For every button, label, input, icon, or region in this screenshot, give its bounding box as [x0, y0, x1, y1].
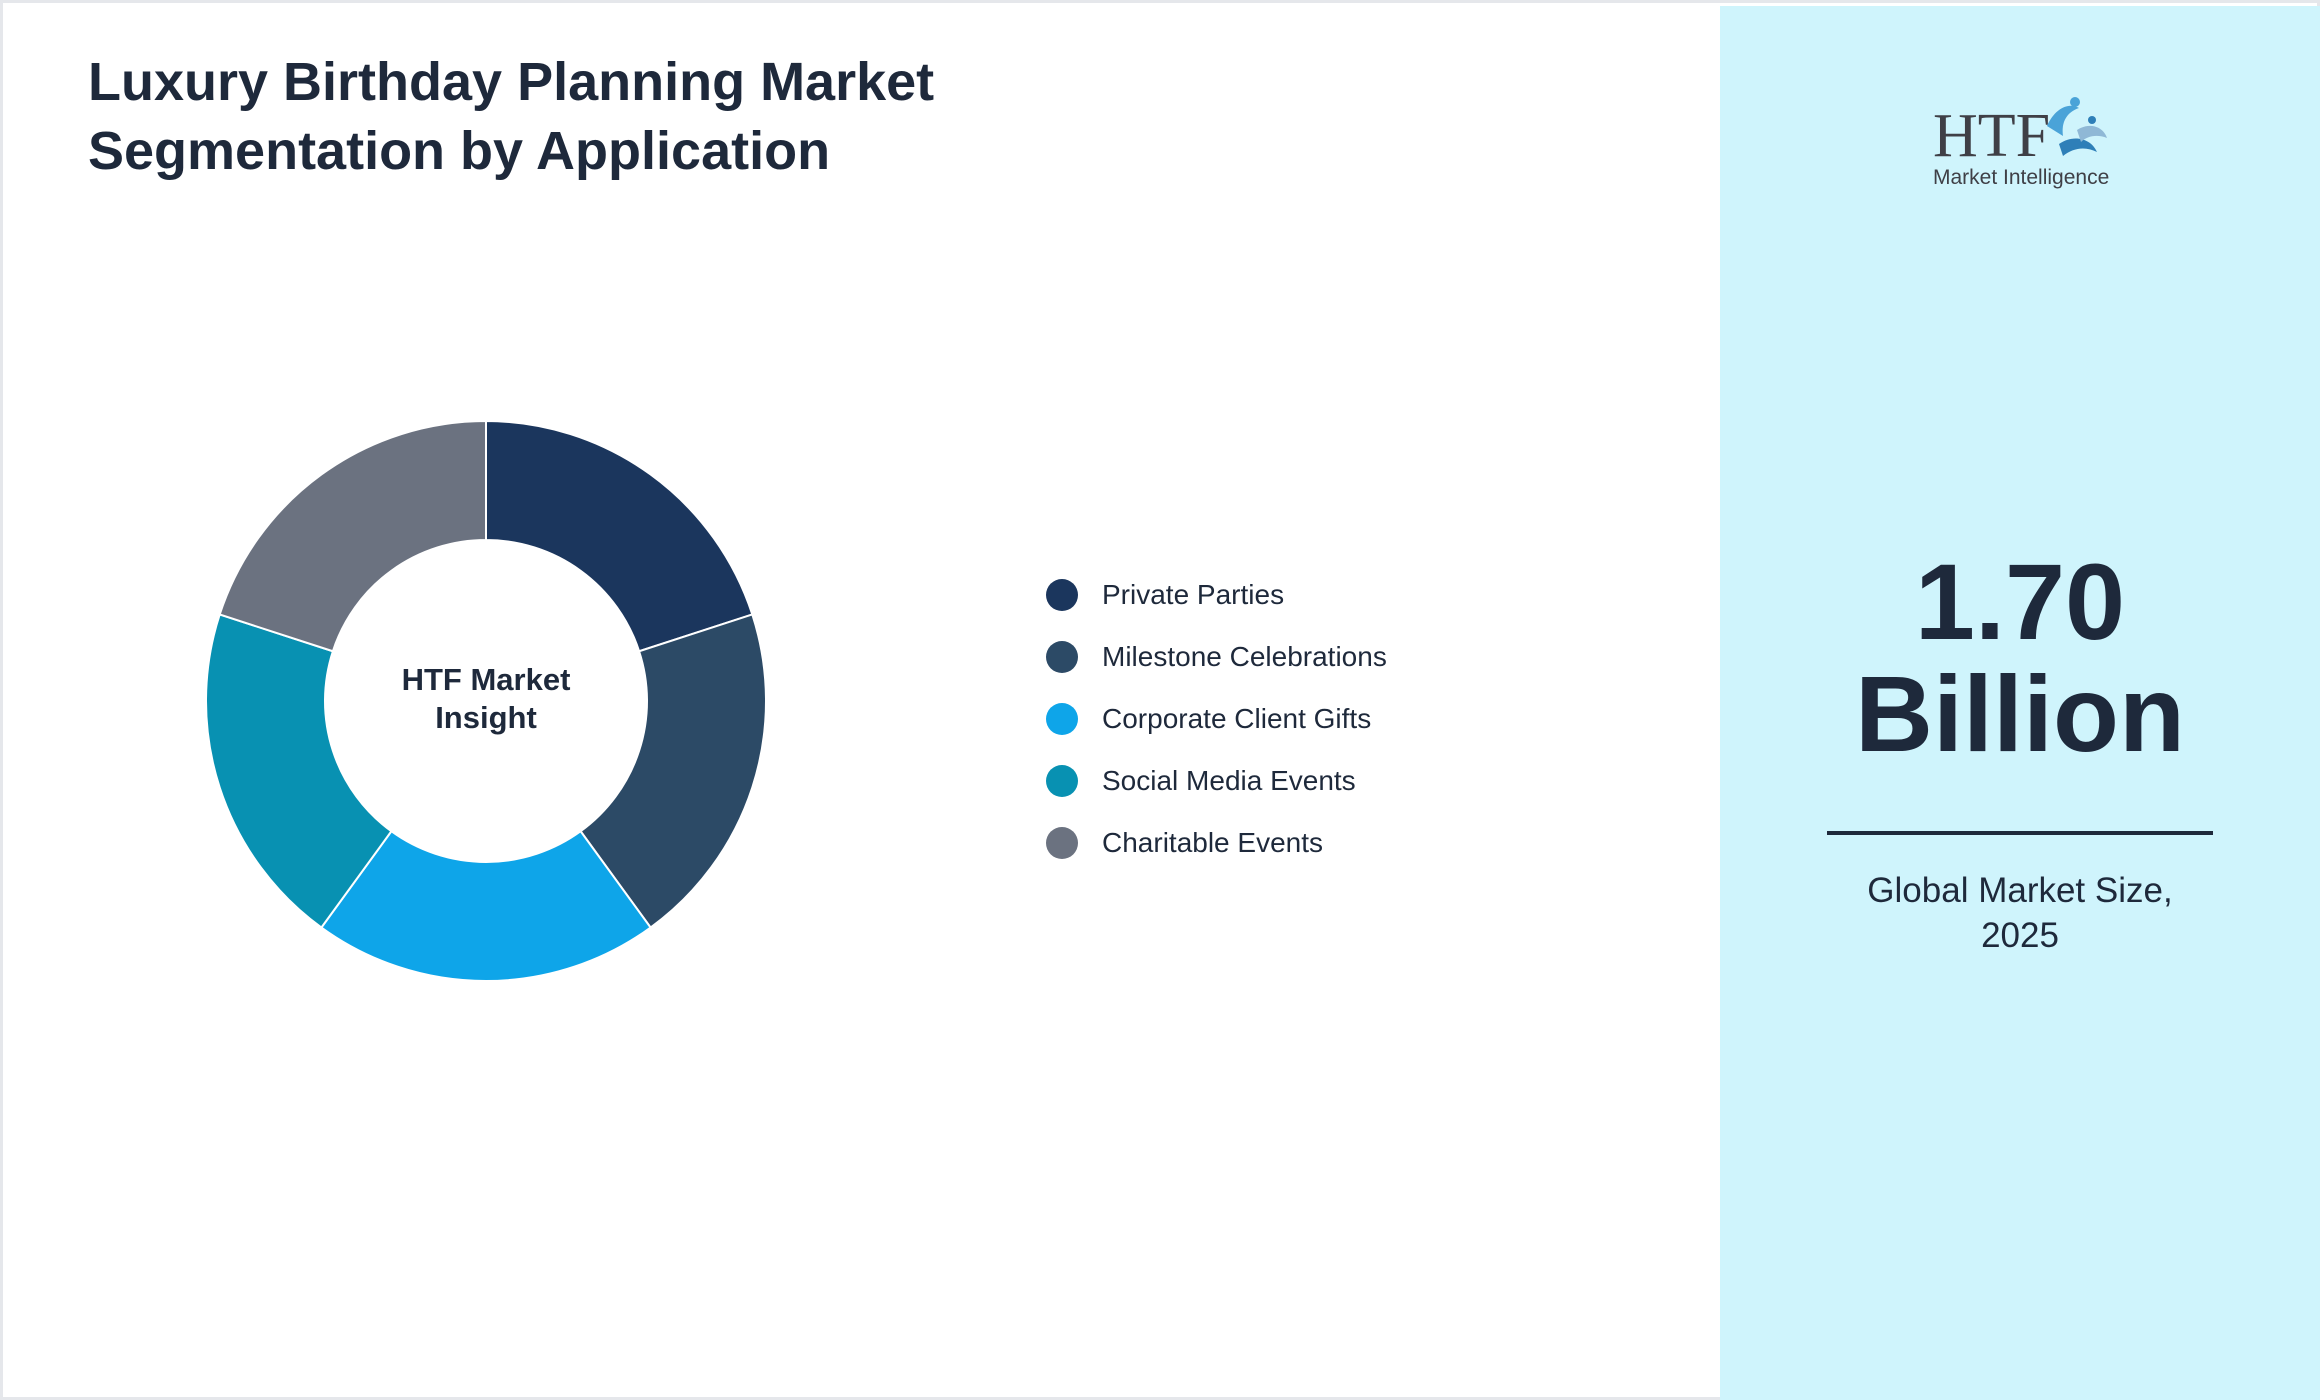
legend-swatch: [1046, 703, 1078, 735]
legend-item-charitable-events: Charitable Events: [1046, 812, 1387, 874]
market-size-number: 1.70: [1914, 541, 2126, 662]
legend-item-milestone-celebrations: Milestone Celebrations: [1046, 626, 1387, 688]
legend-item-private-parties: Private Parties: [1046, 564, 1387, 626]
logo-text-main: HTF: [1933, 102, 2050, 170]
logo-swirl-shape: [2047, 105, 2079, 136]
donut-center-label: HTF Market Insight: [336, 661, 636, 737]
caption-line-2: 2025: [1981, 916, 2059, 955]
legend-swatch: [1046, 579, 1078, 611]
legend-label: Private Parties: [1102, 579, 1285, 610]
donut-slice-corporate-client-gifts: [320, 829, 652, 983]
center-label-line-1: HTF Market: [401, 662, 571, 697]
donut-slice-charitable-events: [218, 419, 487, 653]
legend-swatch: [1046, 641, 1078, 673]
logo-dot-2: [2088, 116, 2096, 124]
center-label-line-2: Insight: [435, 700, 537, 735]
chart-title-line-1: Luxury Birthday Planning Market: [88, 52, 935, 112]
donut-slice-milestone-celebrations: [579, 613, 767, 929]
logo-text-sub: Market Intelligence: [1933, 166, 2109, 189]
legend-label: Corporate Client Gifts: [1102, 703, 1372, 734]
chart-legend: Private Parties Milestone Celebrations Cor…: [1046, 564, 1387, 874]
legend-label: Social Media Events: [1102, 765, 1356, 796]
caption-line-1: Global Market Size,: [1867, 871, 2173, 910]
logo-dot: [2070, 97, 2080, 107]
divider-line: [1827, 831, 2213, 835]
legend-item-social-media-events: Social Media Events: [1046, 750, 1387, 812]
legend-swatch: [1046, 765, 1078, 797]
logo-swirl-shape-2: [2059, 138, 2097, 156]
logo-swirl-shape-3: [2077, 125, 2107, 142]
donut-slice-private-parties: [485, 419, 754, 653]
donut-slice-social-media-events: [205, 613, 393, 929]
chart-title: Luxury Birthday Planning Market Segmenta…: [88, 48, 1188, 186]
market-size-caption: Global Market Size, 2025: [1720, 868, 2320, 958]
market-size-value: 1.70 Billion: [1720, 546, 2320, 770]
market-size-panel: HTF Market Intelligence 1.70 Billion Glo…: [1720, 6, 2320, 1400]
legend-label: Milestone Celebrations: [1102, 641, 1387, 672]
legend-swatch: [1046, 827, 1078, 859]
market-size-unit: Billion: [1855, 653, 2185, 774]
htf-logo: HTF Market Intelligence: [1933, 97, 2109, 189]
legend-item-corporate-client-gifts: Corporate Client Gifts: [1046, 688, 1387, 750]
chart-panel: Luxury Birthday Planning Market Segmenta…: [6, 6, 1720, 1400]
donut-chart: [205, 419, 767, 983]
chart-title-line-2: Segmentation by Application: [88, 121, 831, 181]
legend-label: Charitable Events: [1102, 827, 1324, 858]
